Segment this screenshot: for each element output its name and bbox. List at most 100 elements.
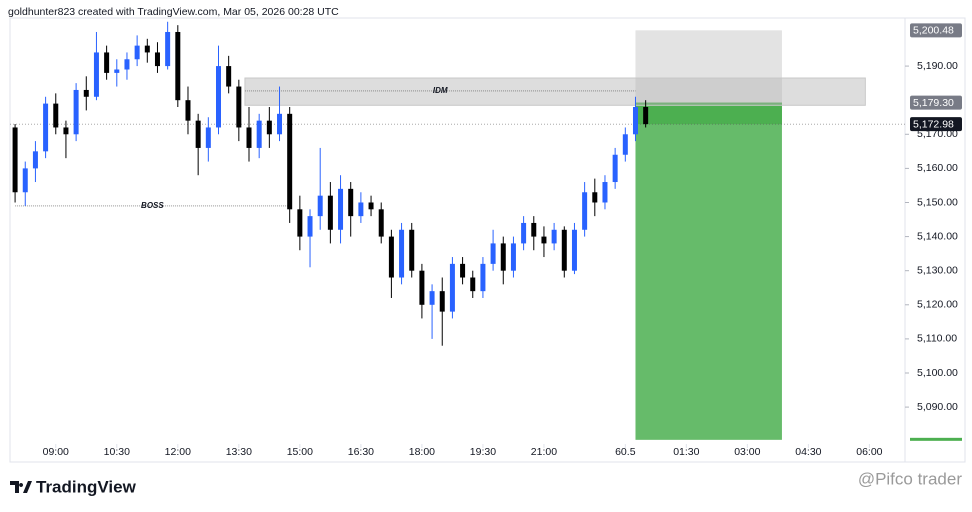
boss-label: BOSS	[141, 201, 164, 210]
candle-body	[327, 195, 333, 230]
candle-body	[53, 103, 59, 128]
x-tick-label: 03:00	[734, 446, 760, 458]
candle-body	[287, 113, 293, 210]
candle-body	[195, 120, 201, 148]
last-price-badge	[910, 117, 962, 132]
candle-body	[22, 168, 28, 193]
x-tick-label: 13:30	[226, 446, 252, 458]
y-tick-label: 5,150.00	[917, 196, 958, 208]
candle-body	[297, 209, 303, 237]
candle-body	[409, 229, 415, 271]
candle-body	[236, 86, 242, 128]
candle-body	[622, 134, 628, 155]
x-tick-label: 19:30	[470, 446, 496, 458]
candle-body	[175, 31, 181, 101]
candle-body	[215, 66, 221, 128]
x-tick-label: 01:30	[673, 446, 699, 458]
candle-body	[32, 151, 38, 169]
candle-body	[134, 45, 140, 60]
y-tick-label: 5,120.00	[917, 299, 958, 311]
candle-body	[104, 52, 110, 73]
candle-body	[602, 182, 608, 203]
candle-body	[399, 229, 405, 278]
candle-body	[43, 103, 49, 152]
candle-body	[368, 202, 374, 210]
candle-body	[561, 229, 567, 271]
logo-text: TradingView	[36, 477, 137, 496]
candle-body	[165, 31, 171, 67]
x-tick-label: 16:30	[348, 446, 374, 458]
x-tick-label: 12:00	[165, 446, 191, 458]
candle-body	[449, 263, 455, 312]
y-tick-label: 5,090.00	[917, 401, 958, 413]
candle-body	[277, 113, 283, 135]
candle-body	[83, 89, 89, 97]
x-tick-label: 04:30	[795, 446, 821, 458]
stop-badge-label: 5,200.48	[913, 25, 954, 37]
candle-body	[521, 222, 527, 244]
candle-body	[144, 45, 150, 53]
candle-body	[63, 127, 69, 135]
candle-body	[470, 277, 476, 292]
stop-badge	[910, 23, 962, 38]
candle-body	[541, 236, 547, 244]
candle-body	[531, 222, 537, 237]
candle-body	[612, 154, 618, 183]
candle-body	[154, 52, 160, 67]
candle-body	[500, 243, 506, 271]
idm-label: IDM	[433, 86, 448, 95]
candle-body	[429, 291, 435, 305]
x-tick-label: 60.5	[615, 446, 636, 458]
y-tick-label: 5,110.00	[917, 333, 957, 345]
candle-body	[419, 270, 425, 305]
target-zone-top	[635, 102, 782, 125]
candle-body	[632, 107, 638, 135]
candle-body	[93, 52, 99, 97]
candle-body	[307, 216, 313, 237]
candle-body	[114, 69, 120, 73]
x-tick-label: 09:00	[43, 446, 69, 458]
candle-body	[348, 188, 354, 217]
target-zone	[635, 102, 782, 440]
candle-body	[551, 229, 557, 244]
candle-body	[571, 229, 577, 271]
candle-body	[460, 263, 466, 278]
y-tick-label: 5,100.00	[917, 367, 958, 379]
idm-zone	[244, 77, 866, 106]
candle-body	[643, 107, 649, 125]
candle-body	[256, 120, 262, 148]
x-tick-label: 21:00	[531, 446, 557, 458]
x-tick-label: 10:30	[104, 446, 130, 458]
x-tick-label: 06:00	[856, 446, 882, 458]
candle-body	[388, 236, 394, 278]
plot-frame	[9, 17, 966, 463]
entry-badge	[910, 95, 962, 110]
last-price-badge-label: 5,172.98	[913, 118, 954, 130]
candle-body	[510, 243, 516, 271]
y-tick-label: 5,160.00	[917, 162, 958, 174]
x-tick-label: 15:00	[287, 446, 313, 458]
candle-body	[490, 243, 496, 264]
candle-body	[185, 100, 191, 121]
entry-badge-label: 5,179.30	[913, 97, 954, 109]
logo-icon	[10, 481, 32, 493]
candle-body	[12, 127, 18, 193]
y-tick-label: 5,130.00	[917, 264, 958, 276]
candle-body	[378, 209, 384, 237]
candle-body	[592, 192, 598, 203]
logo: TradingView	[10, 477, 137, 496]
candle-body	[205, 127, 211, 148]
y-tick-label: 5,190.00	[917, 60, 958, 72]
candle-body	[73, 89, 79, 135]
candle-body	[246, 127, 252, 148]
watermark: @Pifco trader	[858, 469, 963, 488]
candle-body	[439, 291, 445, 312]
candle-body	[582, 192, 588, 230]
header: goldhunter823 created with TradingView.c…	[8, 6, 339, 18]
candle-body	[480, 263, 486, 292]
candle-body	[124, 59, 130, 70]
candle-body	[266, 120, 272, 135]
stop-zone	[635, 30, 782, 103]
candle-body	[226, 66, 232, 87]
